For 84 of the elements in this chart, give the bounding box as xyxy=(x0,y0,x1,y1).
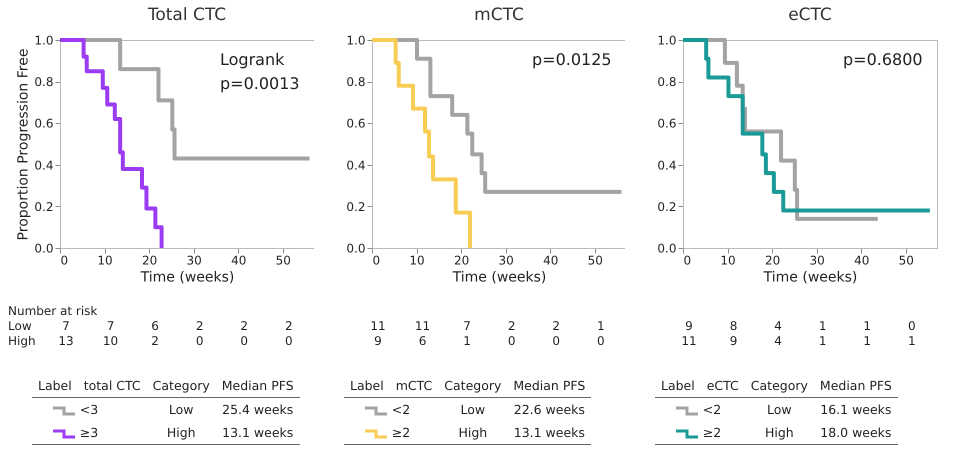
chart-title: eCTC xyxy=(788,5,832,25)
text: 16.1 weeks xyxy=(819,401,892,419)
x-tick-label: 50 xyxy=(588,254,603,268)
y-tick-label: 0.8 xyxy=(346,75,366,90)
legend-label: <2 xyxy=(702,401,722,419)
x-tick-label: 0 xyxy=(372,254,380,268)
y-tick-label: 0.0 xyxy=(657,242,676,256)
x-tick-label: 10 xyxy=(720,254,736,268)
text: Low xyxy=(168,401,195,419)
y-tick-label: 0.2 xyxy=(34,200,54,214)
x-tick-label: 20 xyxy=(142,254,158,268)
y-tick-label: 0.0 xyxy=(34,242,54,256)
y-tick-label: 0.2 xyxy=(346,200,366,214)
x-axis-title: Time (weeks) xyxy=(452,270,546,286)
text: Low xyxy=(766,401,793,419)
text: Low 7 7 6 2 2 2 xyxy=(8,319,293,333)
text: Number at risk xyxy=(8,304,98,319)
legend-label: ≥2 xyxy=(700,421,745,444)
x-tick-label: 30 xyxy=(186,254,202,268)
text: Median PFS xyxy=(507,374,592,398)
legend-label: <2 xyxy=(390,401,412,419)
annotation: p=0.0125 xyxy=(532,50,612,69)
annotation: p=0.6800 xyxy=(843,50,923,69)
y-tick-label: 0.4 xyxy=(657,158,676,172)
y-tick-label: 0.6 xyxy=(657,116,676,131)
x-tick-label: 40 xyxy=(854,254,870,268)
text: High 13 10 2 0 0 0 xyxy=(8,334,293,348)
x-tick-label: 10 xyxy=(97,254,113,268)
annotation: p=0.0013 xyxy=(220,74,300,93)
text: total CTC xyxy=(78,374,147,398)
x-tick-label: 40 xyxy=(231,254,246,268)
text: 13.1 weeks xyxy=(507,421,592,444)
text: Median PFS xyxy=(814,374,898,398)
text: 18.0 weeks xyxy=(814,421,898,444)
y-tick-label: 0.8 xyxy=(34,75,54,90)
x-tick-label: 50 xyxy=(898,254,914,268)
text: Category xyxy=(438,374,508,398)
text: 9 6 1 0 0 0 xyxy=(374,334,605,348)
text: 11 11 7 2 2 1 xyxy=(370,319,605,333)
chart-title: Total CTC xyxy=(146,5,226,25)
text: eCTC xyxy=(700,374,745,398)
text: 25.4 weeks xyxy=(221,401,294,419)
x-tick-label: 50 xyxy=(276,254,291,268)
text: 22.6 weeks xyxy=(512,401,586,419)
x-tick-label: 10 xyxy=(409,254,425,268)
annotation: Logrank xyxy=(220,50,286,69)
y-tick-label: 0.8 xyxy=(657,75,676,90)
y-tick-label: 0.6 xyxy=(34,116,54,131)
text: Label xyxy=(32,374,78,398)
y-tick-label: 0.4 xyxy=(346,158,366,172)
y-tick-label: 1.0 xyxy=(657,34,676,48)
y-tick-label: 0.0 xyxy=(346,242,366,256)
text: High xyxy=(438,421,508,444)
y-axis-title: Proportion Progression Free xyxy=(15,48,32,240)
legend-label: <3 xyxy=(78,401,100,419)
x-tick-label: 20 xyxy=(764,254,780,268)
y-tick-label: 0.6 xyxy=(346,116,366,131)
x-tick-label: 40 xyxy=(543,254,558,268)
x-axis-title: Time (weeks) xyxy=(140,270,234,286)
x-tick-label: 0 xyxy=(60,254,68,268)
y-tick-label: 1.0 xyxy=(34,34,54,48)
text: 13.1 weeks xyxy=(216,421,300,444)
y-tick-label: 0.2 xyxy=(657,200,676,214)
text: Category xyxy=(146,374,216,398)
legend-label: ≥3 xyxy=(78,421,147,444)
legend-label: ≥2 xyxy=(390,421,438,444)
text: Category xyxy=(744,374,814,398)
x-tick-label: 30 xyxy=(810,254,825,268)
x-tick-label: 20 xyxy=(454,254,470,268)
text: 9 8 4 1 1 0 xyxy=(685,319,916,333)
text: mCTC xyxy=(390,374,438,398)
x-tick-label: 0 xyxy=(684,254,692,268)
text: Label xyxy=(344,374,390,398)
x-tick-label: 30 xyxy=(498,254,514,268)
y-tick-label: 0.4 xyxy=(34,158,54,172)
y-tick-label: 1.0 xyxy=(346,34,366,48)
text: Median PFS xyxy=(216,374,300,398)
text: Label xyxy=(655,374,701,398)
text: 11 9 4 1 1 1 xyxy=(681,334,916,348)
chart-title: mCTC xyxy=(474,5,524,25)
text: High xyxy=(744,421,814,444)
x-axis-title: Time (weeks) xyxy=(762,270,858,286)
text: High xyxy=(146,421,216,444)
text: Low xyxy=(460,401,486,419)
